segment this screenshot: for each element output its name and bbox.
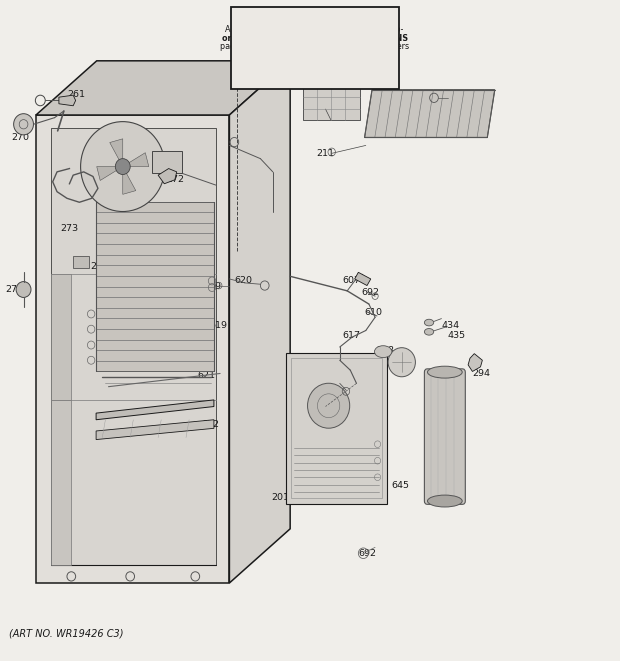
- Text: orator.  See EVAPORATOR INSTRUCTIONS: orator. See EVAPORATOR INSTRUCTIONS: [221, 34, 408, 43]
- Polygon shape: [96, 400, 214, 420]
- Circle shape: [308, 383, 350, 428]
- Circle shape: [81, 122, 165, 212]
- Circle shape: [14, 114, 33, 135]
- FancyBboxPatch shape: [231, 7, 399, 89]
- Polygon shape: [303, 86, 360, 120]
- Polygon shape: [36, 115, 229, 583]
- Polygon shape: [97, 167, 123, 180]
- Polygon shape: [123, 153, 149, 167]
- Text: 620: 620: [234, 276, 252, 285]
- Text: 611: 611: [330, 380, 348, 389]
- Text: 271: 271: [5, 285, 23, 294]
- Text: 434: 434: [441, 321, 459, 330]
- Text: 758: 758: [376, 346, 394, 356]
- Text: (ART NO. WR19426 C3): (ART NO. WR19426 C3): [9, 628, 124, 639]
- Text: 617: 617: [343, 330, 361, 340]
- Polygon shape: [51, 128, 216, 565]
- Text: 270: 270: [11, 133, 29, 142]
- Ellipse shape: [374, 346, 392, 358]
- Polygon shape: [468, 354, 482, 371]
- Text: 211: 211: [316, 149, 334, 158]
- Ellipse shape: [428, 495, 463, 507]
- Text: Additional parts are required to install evap-: Additional parts are required to install…: [226, 25, 404, 34]
- Text: 621: 621: [197, 371, 215, 380]
- Text: 201: 201: [272, 492, 290, 502]
- Text: 619: 619: [210, 321, 228, 330]
- Text: 618: 618: [185, 357, 203, 366]
- Polygon shape: [36, 61, 290, 115]
- Polygon shape: [158, 169, 177, 184]
- Text: 613: 613: [396, 357, 414, 366]
- Polygon shape: [59, 95, 76, 106]
- Text: 610: 610: [365, 308, 383, 317]
- Polygon shape: [229, 61, 290, 583]
- Text: 607: 607: [342, 276, 360, 285]
- Polygon shape: [286, 353, 387, 504]
- Ellipse shape: [424, 329, 434, 335]
- Text: 261: 261: [67, 90, 85, 99]
- Text: 214: 214: [371, 450, 389, 459]
- Polygon shape: [96, 420, 214, 440]
- Text: page of this model for additional part numbers: page of this model for additional part n…: [220, 42, 409, 52]
- Polygon shape: [96, 202, 214, 371]
- Text: 599: 599: [336, 391, 354, 400]
- Text: 272: 272: [166, 175, 184, 184]
- Text: 273: 273: [61, 223, 79, 233]
- Text: 617: 617: [326, 357, 343, 366]
- Text: 211: 211: [433, 100, 451, 109]
- Bar: [291, 358, 382, 498]
- Text: IMPORTANT NOTE:: IMPORTANT NOTE:: [263, 14, 366, 24]
- Polygon shape: [51, 274, 71, 400]
- Polygon shape: [355, 272, 371, 286]
- Circle shape: [115, 159, 130, 175]
- Text: 622: 622: [202, 420, 219, 429]
- Circle shape: [388, 348, 415, 377]
- Text: 435: 435: [448, 331, 466, 340]
- FancyBboxPatch shape: [424, 369, 465, 504]
- Bar: [73, 256, 89, 268]
- Ellipse shape: [424, 319, 434, 326]
- Text: 296: 296: [90, 262, 108, 271]
- Text: 225: 225: [470, 113, 488, 122]
- Text: 294: 294: [472, 369, 490, 378]
- Text: 692: 692: [358, 549, 376, 559]
- Text: 692: 692: [361, 288, 379, 297]
- Text: 609: 609: [203, 282, 221, 291]
- Text: and replacement options.: and replacement options.: [263, 51, 366, 60]
- Ellipse shape: [428, 366, 463, 378]
- Bar: [152, 151, 182, 173]
- Polygon shape: [51, 400, 71, 565]
- Polygon shape: [110, 139, 123, 167]
- Text: 645: 645: [392, 481, 410, 490]
- Polygon shape: [123, 167, 136, 194]
- Circle shape: [16, 282, 31, 297]
- Text: 213: 213: [316, 111, 334, 120]
- Polygon shape: [365, 90, 495, 137]
